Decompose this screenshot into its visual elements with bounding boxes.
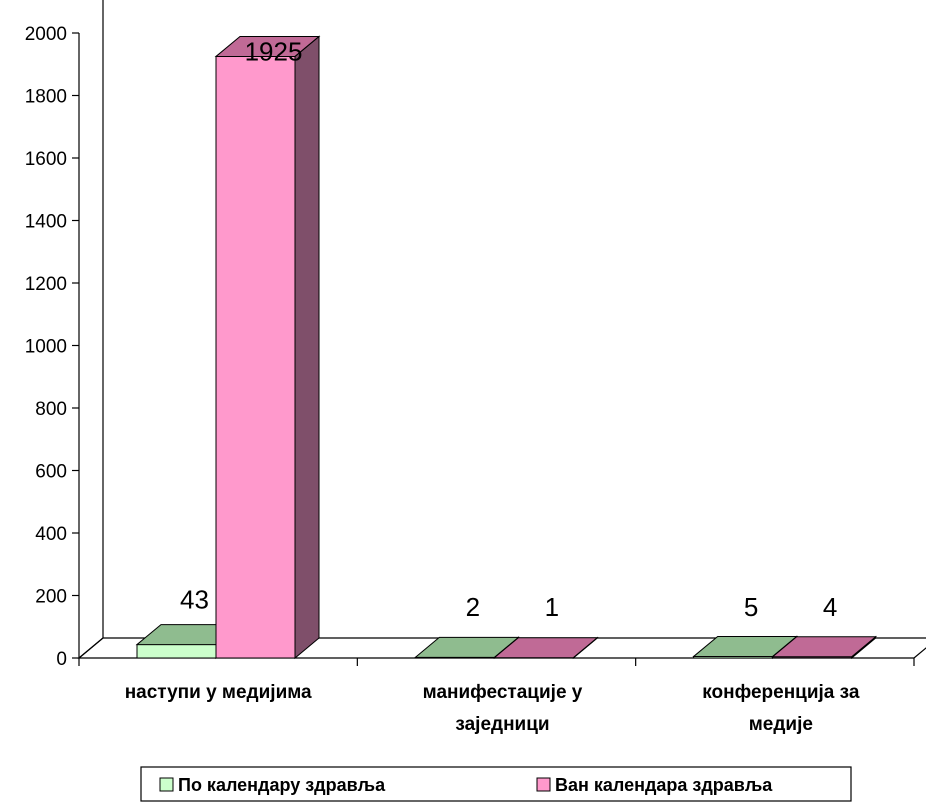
data-label: 1925 bbox=[245, 36, 303, 66]
bar bbox=[492, 636, 599, 660]
category-label: заједници bbox=[455, 714, 549, 735]
legend: По календару здравља Ван календара здрављ… bbox=[140, 766, 852, 802]
bar-front bbox=[215, 55, 296, 659]
y-tick-label: 2000 bbox=[25, 24, 67, 45]
y-tick-label: 200 bbox=[35, 587, 67, 608]
bar bbox=[771, 635, 878, 660]
data-label: 2 bbox=[466, 592, 480, 622]
y-tick-label: 400 bbox=[35, 524, 67, 545]
category-label: медије bbox=[749, 714, 813, 735]
data-label: 1 bbox=[545, 592, 559, 622]
bar-top bbox=[214, 35, 321, 57]
category-label: наступи у медијима bbox=[125, 682, 312, 703]
y-tick-label: 0 bbox=[56, 649, 67, 670]
data-label: 5 bbox=[744, 592, 758, 622]
bar-front bbox=[136, 644, 217, 659]
bars bbox=[135, 35, 878, 660]
legend-swatch bbox=[536, 777, 551, 792]
bar-side bbox=[294, 35, 320, 660]
data-label: 43 bbox=[180, 585, 209, 615]
bar-top bbox=[771, 636, 878, 658]
category-labels: наступи у медијима манифестације у заједни… bbox=[125, 682, 860, 735]
legend-label: Ван календара здравља bbox=[555, 775, 773, 795]
data-labels: 43 1925 2 1 5 4 bbox=[180, 36, 837, 622]
data-label: 4 bbox=[823, 592, 837, 622]
y-tick-label: 1800 bbox=[25, 87, 67, 108]
category-label: манифестације у bbox=[423, 682, 583, 703]
legend-label: По календару здравља bbox=[178, 775, 386, 795]
category-label: конференција за bbox=[702, 682, 860, 703]
y-tick-label: 1000 bbox=[25, 337, 67, 358]
back-wall bbox=[78, 0, 104, 659]
legend-swatch bbox=[159, 777, 174, 792]
y-tick-label: 600 bbox=[35, 462, 67, 483]
bar bbox=[214, 35, 321, 660]
y-axis: 0 200 400 600 800 1000 1200 1400 1600 1800 2000 bbox=[25, 24, 915, 670]
y-tick-label: 1200 bbox=[25, 274, 67, 295]
bar-top bbox=[492, 637, 599, 659]
legend-box bbox=[140, 766, 852, 802]
y-tick-label: 800 bbox=[35, 399, 67, 420]
y-tick-label: 1600 bbox=[25, 149, 67, 170]
y-tick-label: 1400 bbox=[25, 212, 67, 233]
chart-walls bbox=[77, 0, 926, 659]
